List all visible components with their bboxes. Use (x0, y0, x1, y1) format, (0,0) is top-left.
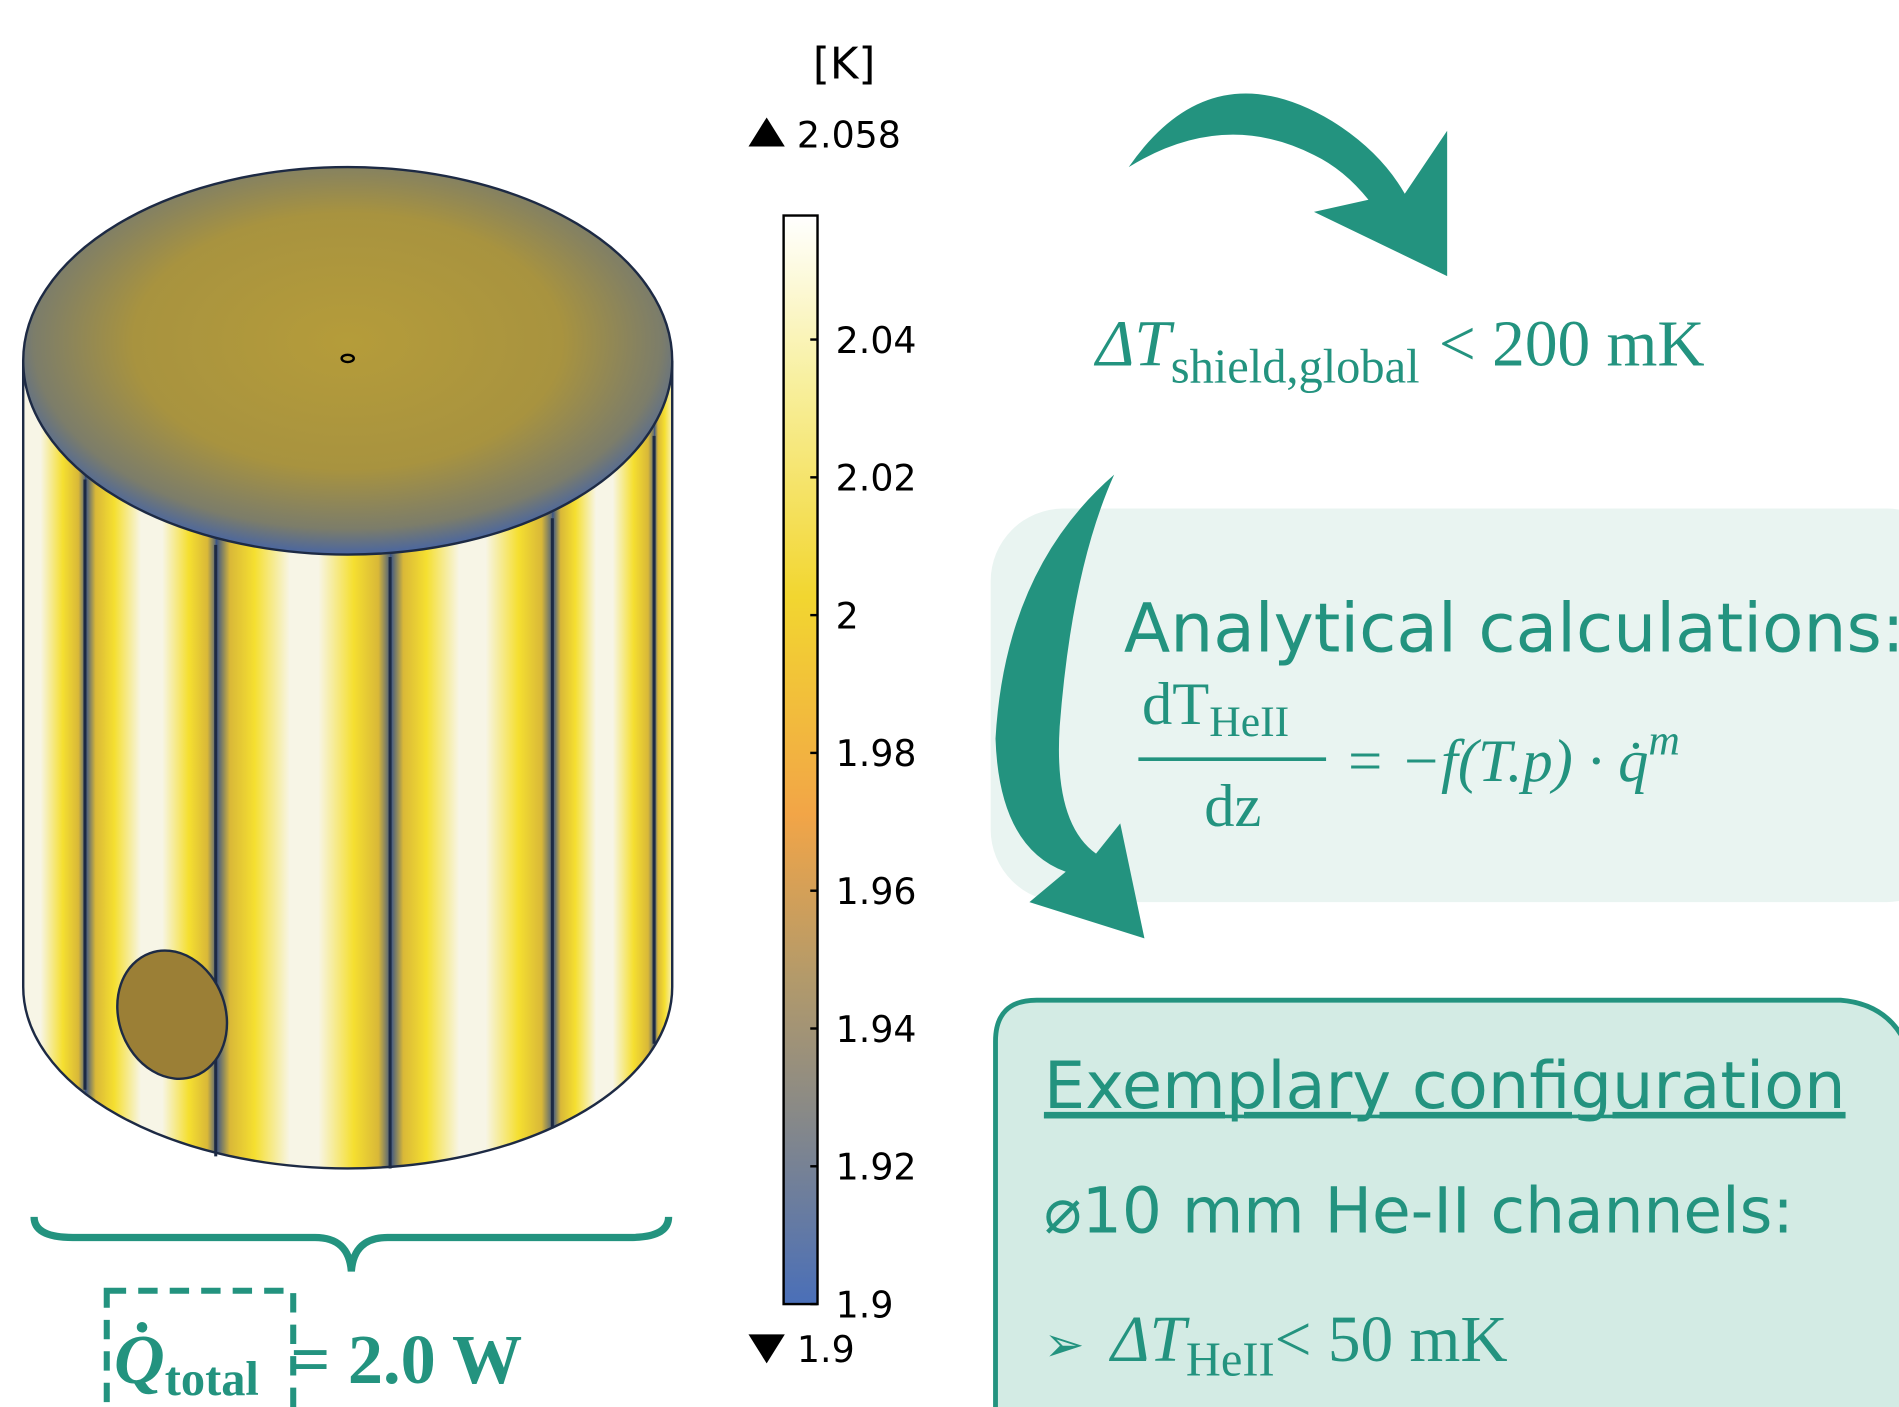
colorbar-unit: [K] (813, 40, 876, 90)
configuration-result: ➢ ΔTHeII< 50 mK (1044, 1304, 1508, 1387)
value: = 2.0 W (290, 1321, 522, 1399)
configuration-line: ⌀10 mm He-II channels: (1044, 1175, 1794, 1248)
max-marker (749, 117, 785, 146)
colorbar-gradient (784, 216, 818, 1305)
min-marker (749, 1334, 785, 1363)
rhs: = −f(T.p) · q̇m (1344, 716, 1680, 795)
analytical-box (991, 509, 1899, 903)
brace (34, 1217, 668, 1271)
bullet: ➢ (1044, 1319, 1085, 1372)
value: < 50 mK (1275, 1304, 1508, 1376)
subscript: shield,global (1171, 341, 1420, 394)
symbol: ΔT (1108, 1304, 1190, 1376)
value: < 200 mK (1439, 309, 1705, 381)
tick-label: 1.94 (836, 1008, 917, 1051)
subscript: HeII (1186, 1334, 1275, 1387)
subscript: HeII (1209, 698, 1289, 746)
colorbar-max: 2.058 (797, 114, 901, 157)
analytical-title: Analytical calculations: (1124, 588, 1899, 667)
tick-label: 2 (836, 594, 859, 637)
tick-label: 1.96 (836, 870, 917, 913)
heat-load: Q̇total = 2.0 W (114, 1321, 522, 1406)
global-limit: ΔTshield,global < 200 mK (1093, 309, 1705, 394)
symbol: Q̇ (114, 1321, 165, 1399)
symbol: ΔT (1093, 309, 1175, 381)
tick-label: 1.9 (836, 1283, 894, 1326)
arrow (1129, 93, 1447, 276)
tick-label: 1.92 (836, 1146, 917, 1189)
tick-label: 2.04 (836, 319, 917, 362)
figure: Q̇total = 2.0 W [K] 2.058 1.9 2.04 2.02 2 1.… (0, 0, 1899, 1407)
numerator-text: dT (1142, 671, 1209, 738)
tick-label: 2.02 (836, 457, 917, 500)
colorbar: [K] 2.058 1.9 2.04 2.02 2 1.98 1.96 1.94 1.92 1… (749, 40, 917, 1371)
superscript: m (1648, 716, 1679, 764)
configuration-title: Exemplary configuration (1044, 1048, 1846, 1124)
denominator: dz (1204, 773, 1261, 840)
cylinder (0, 167, 727, 1199)
tick-label: 1.98 (836, 732, 917, 775)
rhs-text: = −f(T.p) · q̇ (1344, 728, 1648, 795)
subscript: total (165, 1353, 259, 1406)
colorbar-min: 1.9 (797, 1328, 855, 1371)
